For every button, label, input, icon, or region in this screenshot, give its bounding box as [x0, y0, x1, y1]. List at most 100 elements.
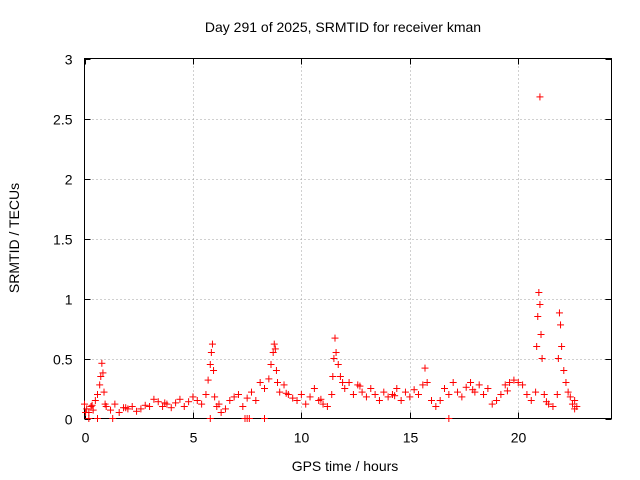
- data-point: [562, 379, 570, 386]
- data-point: [414, 391, 422, 398]
- data-point: [523, 391, 531, 398]
- data-point: [319, 400, 327, 408]
- data-point: [193, 397, 201, 404]
- data-point: [150, 395, 158, 403]
- data-point: [423, 379, 431, 386]
- data-point: [462, 383, 470, 391]
- data-point: [349, 391, 357, 398]
- data-point: [480, 391, 488, 398]
- data-point: [501, 381, 509, 389]
- x-tick-label: 10: [294, 430, 310, 446]
- data-point: [239, 403, 247, 410]
- data-point: [358, 388, 366, 396]
- data-point: [226, 397, 234, 404]
- data-point: [331, 334, 339, 342]
- data-point: [497, 391, 505, 398]
- data-point: [341, 385, 349, 392]
- data-point: [207, 349, 215, 356]
- x-tick-label: 15: [403, 430, 419, 446]
- data-point: [100, 388, 108, 396]
- data-point: [537, 331, 545, 338]
- data-point: [274, 379, 282, 386]
- data-point: [210, 367, 218, 374]
- x-tick-label: 20: [511, 430, 527, 446]
- data-point: [334, 361, 342, 368]
- data-point: [566, 393, 574, 401]
- data-point: [306, 393, 314, 401]
- data-point: [419, 381, 427, 389]
- data-point: [91, 397, 99, 404]
- data-point: [128, 403, 136, 410]
- data-point: [261, 385, 269, 392]
- data-point: [265, 375, 273, 383]
- data-point: [568, 400, 576, 408]
- data-point: [401, 388, 409, 396]
- data-point: [557, 321, 565, 329]
- data-point: [535, 289, 543, 296]
- data-point: [111, 400, 119, 408]
- data-point: [82, 409, 90, 416]
- data-point: [514, 379, 522, 386]
- data-point: [317, 395, 325, 403]
- data-point: [329, 373, 337, 380]
- data-point: [421, 364, 429, 372]
- data-point: [406, 393, 414, 401]
- data-point: [533, 343, 541, 350]
- data-point: [269, 349, 277, 356]
- data-point: [230, 393, 238, 401]
- data-point: [161, 399, 169, 407]
- y-tick-labels: 0 0.5 1 1.5 2 2.5 3: [53, 52, 73, 428]
- data-point: [375, 397, 383, 404]
- data-point: [89, 406, 97, 414]
- data-point: [560, 367, 568, 374]
- data-point: [503, 387, 511, 395]
- data-point: [367, 385, 375, 392]
- data-point: [189, 393, 197, 401]
- x-tick-label: 0: [82, 430, 90, 446]
- data-point: [81, 400, 88, 408]
- data-point: [362, 393, 370, 401]
- data-point: [339, 379, 347, 386]
- data-point: [564, 388, 572, 396]
- data-point: [397, 397, 405, 404]
- data-point: [154, 398, 162, 406]
- data-point: [432, 403, 440, 410]
- data-point: [493, 397, 501, 404]
- data-point: [458, 393, 466, 401]
- data-point: [85, 415, 93, 422]
- data-point: [109, 415, 117, 422]
- axis-ticks: [84, 58, 612, 420]
- data-point: [94, 415, 102, 422]
- data-point: [261, 415, 269, 422]
- data-point: [221, 405, 229, 413]
- data-point: [206, 415, 214, 422]
- data-point: [202, 391, 210, 398]
- data-point: [208, 340, 216, 348]
- data-point: [256, 379, 264, 386]
- data-point: [98, 359, 106, 367]
- data-point: [215, 400, 223, 408]
- data-point: [245, 415, 253, 422]
- data-point: [427, 397, 435, 404]
- data-point: [328, 391, 336, 398]
- data-point: [107, 406, 115, 414]
- data-point: [488, 400, 496, 408]
- data-point: [475, 381, 483, 389]
- data-point: [393, 385, 401, 392]
- data-point: [272, 367, 280, 374]
- data-point: [410, 386, 418, 394]
- data-point: [141, 401, 149, 409]
- data-point: [310, 385, 318, 392]
- data-point: [99, 369, 107, 377]
- y-tick-label: 0: [65, 412, 73, 428]
- y-tick-label: 3: [65, 52, 73, 68]
- data-point: [204, 376, 212, 384]
- data-point: [167, 404, 175, 412]
- x-tick-label: 5: [190, 430, 198, 446]
- data-point: [122, 404, 130, 412]
- x-tick-labels: 0 5 10 15 20: [82, 430, 527, 446]
- data-point: [137, 405, 145, 413]
- data-point: [146, 403, 154, 410]
- data-point: [571, 397, 579, 404]
